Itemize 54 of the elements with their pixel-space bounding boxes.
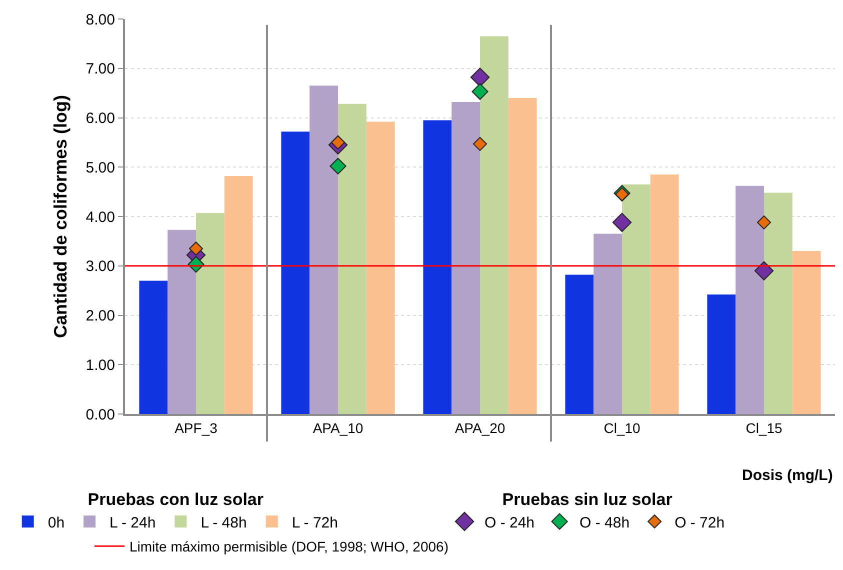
bar (707, 294, 736, 414)
bar (622, 184, 650, 414)
point (612, 212, 632, 232)
bar (224, 176, 253, 414)
x-tick-label: Cl_15 (746, 420, 782, 436)
point (754, 261, 774, 280)
bar (764, 192, 792, 414)
legend-label: O - 24h (484, 514, 535, 532)
y-tick-label: 7.00 (86, 60, 115, 78)
y-axis-title: Cantidad de coliformes (log) (50, 94, 70, 338)
bar (452, 102, 480, 414)
point (470, 68, 490, 87)
x-tick-label: APF_3 (174, 420, 218, 436)
text: Pruebas sin luz solar (502, 490, 673, 510)
y-tick-label: 6.00 (86, 110, 115, 127)
legend-label: Limite máximo permisible (DOF, 1998; WHO, 2006) (130, 538, 448, 555)
y-tick-label: 1.00 (86, 356, 115, 374)
bar (139, 280, 168, 414)
bar (792, 251, 821, 414)
legend-label: L - 24h (110, 514, 156, 532)
bar (594, 234, 622, 414)
y-tick-label: 4.00 (86, 208, 115, 226)
bar (281, 132, 310, 414)
y-tick-label: 5.00 (86, 159, 115, 176)
legend-label: L - 72h (292, 514, 338, 532)
y-tick-label: 3.00 (86, 258, 115, 276)
bar (650, 174, 679, 414)
y-tick-label: 0.00 (86, 406, 115, 424)
point (473, 136, 487, 151)
bar (423, 120, 452, 414)
bar (366, 122, 395, 414)
bar (338, 104, 366, 414)
bar (310, 86, 338, 414)
point (330, 158, 346, 174)
point (757, 215, 771, 230)
legend-label: O - 72h (674, 514, 725, 532)
x-tick-label: APA_20 (454, 420, 506, 436)
legend-label: L - 48h (200, 514, 247, 532)
legend-label: 0h (48, 514, 65, 532)
x-tick-label: APA_10 (312, 420, 364, 436)
bar (736, 186, 764, 414)
legend-label: O - 48h (580, 514, 630, 532)
point (472, 83, 488, 100)
bar (565, 274, 594, 414)
y-tick-label: 2.00 (86, 308, 115, 324)
x-axis-title: Dosis (mg/L) (742, 467, 833, 484)
x-tick-label: Cl_10 (604, 420, 640, 436)
bar (508, 98, 537, 414)
bar (168, 230, 196, 414)
point (189, 242, 203, 256)
text: Pruebas con luz solar (88, 490, 264, 510)
bar (196, 213, 224, 414)
y-tick-label: 8.00 (86, 11, 115, 28)
bar (480, 36, 508, 414)
